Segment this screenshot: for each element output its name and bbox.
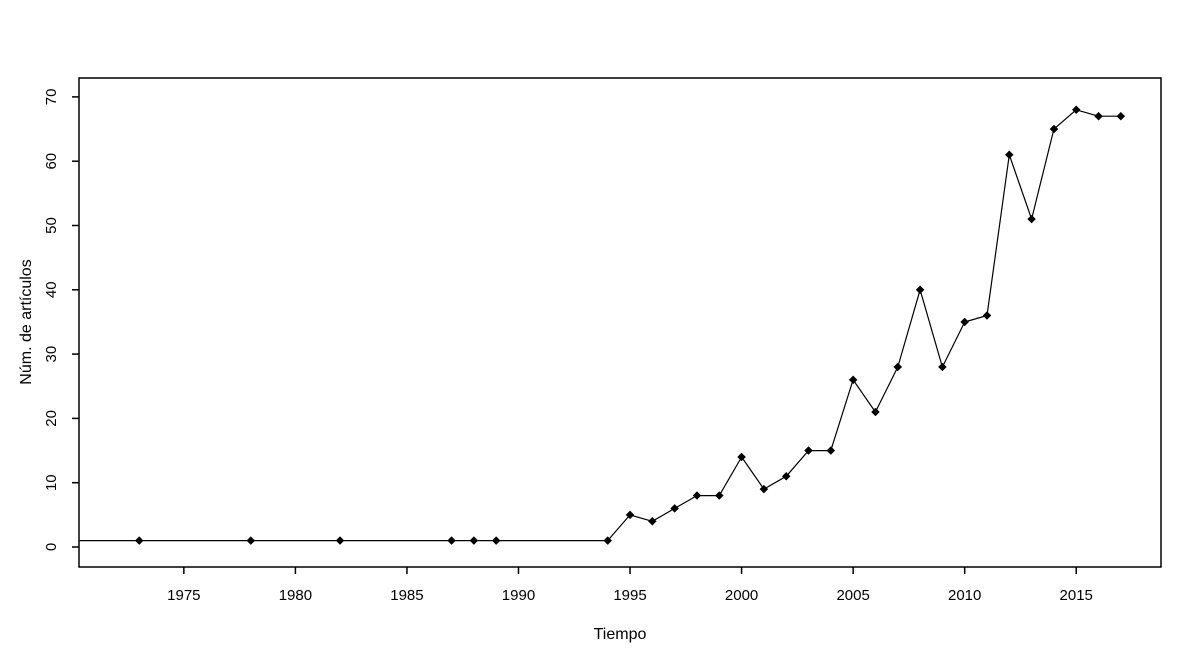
- data-point-marker: [335, 536, 345, 545]
- data-point-marker: [938, 362, 947, 372]
- data-point-marker: [692, 491, 702, 500]
- data-point-marker: [759, 484, 769, 494]
- y-tick-label: 40: [43, 281, 60, 298]
- y-tick-label: 70: [43, 89, 60, 106]
- data-point-marker: [1049, 124, 1059, 134]
- data-point-marker: [647, 516, 657, 526]
- data-point-marker: [625, 510, 635, 520]
- data-point-marker: [826, 446, 836, 455]
- y-axis-title: Núm. de artículos: [18, 259, 35, 384]
- data-point-marker: [781, 471, 791, 481]
- data-point-marker: [469, 536, 479, 545]
- y-axis-ticks: 0 10 20 30 40 50 60 70: [43, 89, 79, 551]
- data-point-marker: [982, 311, 992, 320]
- x-tick-label: 1995: [613, 587, 646, 604]
- data-point-marker: [447, 536, 456, 545]
- data-point-marker: [1116, 111, 1126, 121]
- data-point-marker: [1027, 214, 1036, 224]
- x-tick-label: 2010: [948, 587, 981, 604]
- x-tick-label: 2005: [836, 587, 869, 604]
- y-tick-label: 50: [43, 217, 60, 234]
- data-point-marker: [1004, 150, 1014, 160]
- data-point-marker: [960, 317, 970, 327]
- plot-box-frame: [78, 77, 1162, 568]
- data-point-marker: [246, 536, 256, 545]
- x-tick-label: 2000: [725, 587, 758, 604]
- data-point-marker: [871, 407, 880, 417]
- y-tick-label: 10: [43, 474, 60, 491]
- data-point-marker: [893, 362, 903, 372]
- y-tick-label: 60: [43, 153, 60, 170]
- y-tick-label: 20: [43, 410, 60, 427]
- x-axis-ticks: 1975 1980 1985 1990 1995 2000 2005 2010 2015: [167, 567, 1093, 604]
- y-tick-label: 30: [43, 346, 60, 363]
- data-point-marker: [1071, 105, 1081, 115]
- data-point-marker: [491, 536, 501, 545]
- x-tick-label: 2015: [1060, 587, 1093, 604]
- x-tick-label: 1990: [502, 587, 535, 604]
- x-axis-title: Tiempo: [594, 626, 647, 643]
- data-point-marker: [134, 536, 144, 545]
- data-point-marker: [915, 285, 925, 295]
- data-point-marker: [848, 375, 858, 385]
- data-point-marker: [804, 446, 813, 455]
- data-point-marker: [714, 491, 724, 500]
- data-point-marker: [1094, 111, 1103, 121]
- data-point-marker: [670, 504, 680, 513]
- data-series: [79, 105, 1126, 545]
- data-point-marker: [737, 452, 746, 462]
- y-tick-label: 0: [43, 543, 60, 551]
- data-point-marker: [603, 536, 613, 545]
- x-tick-label: 1985: [390, 587, 423, 604]
- x-tick-label: 1980: [279, 587, 312, 604]
- x-tick-label: 1975: [167, 587, 200, 604]
